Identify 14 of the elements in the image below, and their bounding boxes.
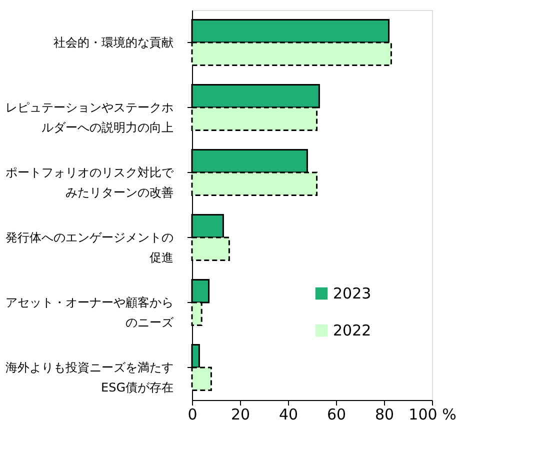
x-tick-label: 40 xyxy=(278,406,298,424)
legend-label: 2022 xyxy=(333,322,372,340)
x-tick-label: 0 xyxy=(188,406,198,424)
x-tick-label: 80 xyxy=(374,406,394,424)
x-tick-label: 100 % xyxy=(408,406,456,424)
x-tick-label: 60 xyxy=(326,406,346,424)
y-tick-label: 社会的・環境的な貢献 xyxy=(54,36,174,50)
y-tick-label: 発行体へのエンゲージメントの促進 xyxy=(6,230,174,264)
y-tick-label: 海外よりも投資ニーズを満たすESG債が存在 xyxy=(6,360,174,394)
y-tick-label: ポートフォリオのリスク対比でみたリターンの改善 xyxy=(6,166,174,200)
y-tick-label: レピュテーションやステークホルダーへの説明力の向上 xyxy=(6,100,174,134)
legend-label: 2023 xyxy=(333,284,372,302)
y-tick-label: アセット・オーナーや顧客からのニーズ xyxy=(6,296,174,330)
x-tick-label: 20 xyxy=(230,406,250,424)
